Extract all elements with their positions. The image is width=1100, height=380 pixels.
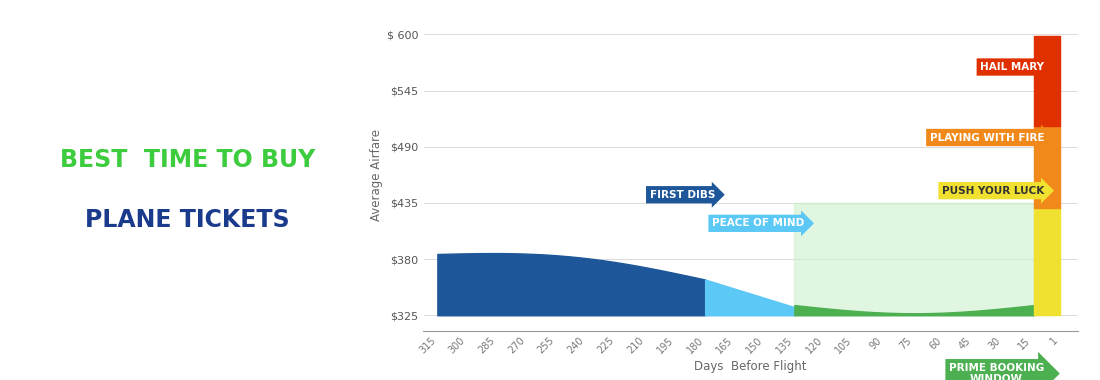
- Text: PEACE OF MIND: PEACE OF MIND: [712, 218, 804, 228]
- Text: PRIME BOOKING
WINDOW: PRIME BOOKING WINDOW: [949, 363, 1044, 380]
- Text: BEST  TIME TO BUY: BEST TIME TO BUY: [59, 147, 315, 172]
- X-axis label: Days  Before Flight: Days Before Flight: [694, 360, 807, 373]
- Y-axis label: Average Airfare: Average Airfare: [370, 129, 383, 221]
- Circle shape: [0, 304, 78, 380]
- Text: HAIL MARY: HAIL MARY: [980, 62, 1044, 72]
- Circle shape: [246, 0, 574, 141]
- Text: PUSH YOUR LUCK: PUSH YOUR LUCK: [942, 186, 1044, 196]
- Text: FIRST DIBS: FIRST DIBS: [650, 190, 715, 200]
- Text: PLANE TICKETS: PLANE TICKETS: [85, 208, 289, 233]
- Text: PLAYING WITH FIRE: PLAYING WITH FIRE: [930, 133, 1044, 142]
